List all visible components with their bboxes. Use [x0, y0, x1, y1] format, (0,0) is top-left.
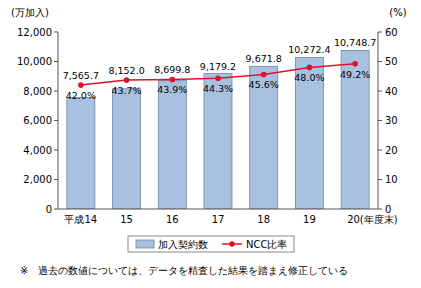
line-marker	[352, 61, 358, 67]
bar	[67, 97, 95, 209]
bar-data-label: 10,748.7	[334, 37, 376, 48]
y2-tick-label: 10	[385, 174, 398, 185]
y2-tick-label: 50	[385, 56, 398, 67]
x-tick-label: 17	[212, 214, 225, 225]
plot-area	[67, 50, 369, 209]
y-tick-label: 2,000	[23, 174, 52, 185]
y-tick	[54, 32, 58, 33]
x-tick-label: 16	[166, 214, 179, 225]
y2-tick	[378, 120, 382, 121]
y-tick-label: 0	[46, 204, 52, 215]
y-axis-label: (万加入)	[11, 7, 49, 18]
legend-label: 加入契約数	[158, 239, 208, 250]
y2-tick	[378, 91, 382, 92]
line-data-label: 43.9%	[157, 84, 187, 95]
y-tick-label: 12,000	[17, 27, 52, 38]
x-tick-label: 18	[257, 214, 270, 225]
y-tick	[54, 150, 58, 151]
y2-tick	[378, 150, 382, 151]
y-tick	[54, 91, 58, 92]
legend-label: NCC比率	[246, 239, 287, 250]
x-tick-label: 19	[303, 214, 316, 225]
legend-swatch	[136, 240, 154, 248]
bar-data-label: 10,272.4	[288, 44, 330, 55]
legend-marker	[229, 241, 235, 247]
bar-data-label: 9,179.2	[200, 61, 236, 72]
bar-data-label: 7,565.7	[63, 70, 99, 81]
x-tick-label: 20(年度末)	[347, 214, 398, 225]
y2-tick-label: 20	[385, 145, 398, 156]
y2-tick-label: 0	[385, 204, 391, 215]
y-tick-label: 8,000	[23, 86, 52, 97]
line-data-label: 49.2%	[340, 69, 370, 80]
bar-data-label: 8,152.0	[108, 65, 144, 76]
chart: (万加入) (%) 0 2,000 4,000 6,000 8,000 10,000 12,00…	[0, 0, 421, 288]
bar-data-label: 8,699.8	[154, 64, 190, 75]
line-data-label: 42.0%	[66, 90, 96, 101]
y2-tick	[378, 209, 382, 210]
y2-tick-label: 60	[385, 27, 398, 38]
y2-tick	[378, 179, 382, 180]
line-marker	[261, 72, 267, 78]
y-axis	[58, 32, 59, 209]
y2-tick	[378, 32, 382, 33]
legend: 加入契約数 NCC比率	[128, 236, 294, 252]
y-tick-label: 10,000	[17, 56, 52, 67]
y-tick	[54, 209, 58, 210]
y2-axis	[378, 32, 379, 209]
note: ※ 過去の数値については、データを精査した結果を踏まえ修正している	[20, 265, 348, 276]
bar-data-label: 9,671.8	[246, 53, 282, 64]
y-tick-label: 6,000	[23, 115, 52, 126]
x-tick-label: 15	[120, 214, 133, 225]
y-tick	[54, 179, 58, 180]
y2-axis-label: (%)	[389, 7, 406, 18]
y-tick	[54, 120, 58, 121]
y-tick-label: 4,000	[23, 145, 52, 156]
y2-tick-label: 40	[385, 86, 398, 97]
line-data-label: 48.0%	[294, 72, 324, 83]
line-marker	[78, 82, 84, 88]
x-tick-label: 平成14	[64, 214, 97, 225]
x-axis	[58, 209, 378, 210]
line-data-label: 44.3%	[203, 83, 233, 94]
line-marker	[307, 65, 313, 71]
y2-tick-label: 30	[385, 115, 398, 126]
line-marker	[124, 77, 130, 83]
y2-tick	[378, 61, 382, 62]
bar	[113, 89, 141, 209]
y-tick	[54, 61, 58, 62]
legend-box	[128, 236, 294, 252]
line-data-label: 43.7%	[111, 85, 141, 96]
line-marker	[169, 77, 175, 83]
line-data-label: 45.6%	[249, 79, 279, 90]
bar	[158, 81, 186, 209]
line-marker	[215, 76, 221, 82]
